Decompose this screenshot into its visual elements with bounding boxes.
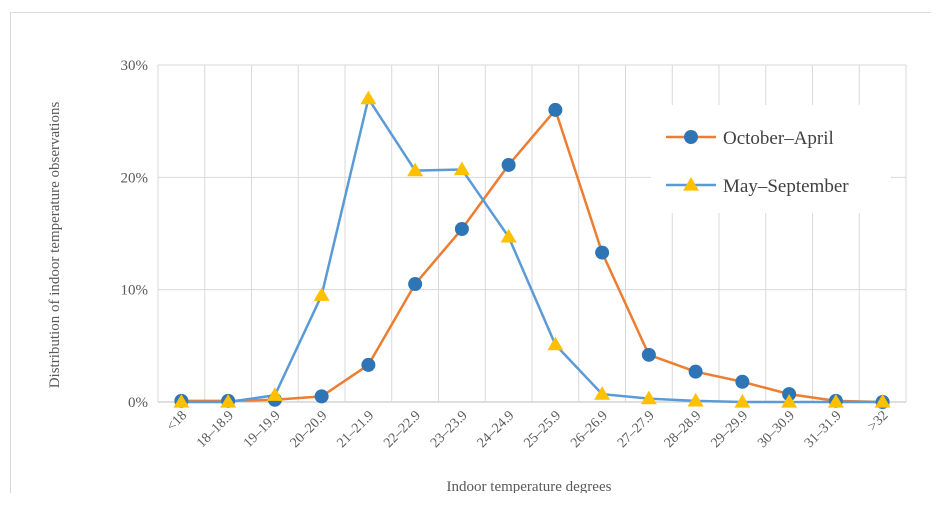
x-axis-title: Indoor temperature degrees xyxy=(447,479,612,493)
x-tick-label: 26–26.9 xyxy=(568,408,611,451)
data-point-s2 xyxy=(266,387,283,401)
x-tick-label: 24–24.9 xyxy=(475,408,518,451)
data-point-s2 xyxy=(313,287,330,301)
series-line-2 xyxy=(181,97,883,404)
legend-label: October–April xyxy=(723,128,834,149)
chart-frame: 0% 10% 20% 30% <18 18–18.9 19–19.9 20–20.9 21–2… xyxy=(10,12,931,493)
data-point-s1 xyxy=(548,102,563,117)
y-tick-label: 20% xyxy=(121,170,149,186)
data-point-s2 xyxy=(734,394,751,408)
x-tick-label: 22–22.9 xyxy=(381,408,424,451)
series-line-1 xyxy=(181,108,883,404)
data-point-s1 xyxy=(735,374,750,389)
data-point-s1 xyxy=(361,357,376,372)
data-point-s2 xyxy=(547,336,564,351)
data-point-s2 xyxy=(173,394,190,408)
line-chart: 0% 10% 20% 30% <18 18–18.9 19–19.9 20–20.9 21–2… xyxy=(47,58,907,493)
y-tick-label: 30% xyxy=(121,58,149,74)
data-point-s2 xyxy=(594,386,611,400)
x-tick-label: 27–27.9 xyxy=(615,408,658,451)
x-tick-label: 23–23.9 xyxy=(428,408,471,451)
data-point-s2 xyxy=(220,394,237,408)
legend-box xyxy=(651,105,891,213)
x-tick-label: 30–30.9 xyxy=(755,408,798,451)
data-point-s2 xyxy=(687,392,704,407)
data-point-s2 xyxy=(874,394,891,408)
x-tick-label: <18 xyxy=(164,408,190,434)
data-point-s1 xyxy=(314,389,329,404)
data-point-s1 xyxy=(595,245,610,260)
data-point-s1 xyxy=(501,157,516,172)
data-point-s1 xyxy=(688,364,703,379)
legend: October–April May–September xyxy=(651,105,891,213)
x-tick-label: 31–31.9 xyxy=(802,408,845,451)
y-tick-label: 0% xyxy=(128,395,148,411)
x-tick-label: 20–20.9 xyxy=(288,408,331,451)
data-point-s1 xyxy=(454,222,469,237)
data-point-s2 xyxy=(453,161,470,176)
x-tick-label: 21–21.9 xyxy=(334,408,377,451)
data-point-s1 xyxy=(408,277,423,292)
legend-marker xyxy=(684,130,698,144)
x-tick-label: >32 xyxy=(865,408,891,434)
data-point-s2 xyxy=(781,394,798,408)
x-tick-labels: <18 18–18.9 19–19.9 20–20.9 21–21.9 22–22.9 23… xyxy=(164,408,891,451)
x-tick-label: 19–19.9 xyxy=(241,408,284,451)
data-point-s2 xyxy=(500,228,517,243)
gridlines xyxy=(157,64,907,403)
y-tick-labels: 0% 10% 20% 30% xyxy=(121,58,149,411)
y-tick-label: 10% xyxy=(121,283,149,299)
data-point-s2 xyxy=(827,394,844,408)
x-tick-label: 25–25.9 xyxy=(521,408,564,451)
data-point-s1 xyxy=(641,347,656,362)
x-tick-label: 28–28.9 xyxy=(662,408,705,451)
x-tick-label: 18–18.9 xyxy=(194,408,237,451)
legend-label: May–September xyxy=(723,176,849,197)
legend-marker xyxy=(683,177,699,191)
series-layer xyxy=(173,90,891,409)
data-point-s2 xyxy=(360,90,377,105)
y-axis-title: Distribution of indoor temperature obser… xyxy=(47,102,63,389)
data-point-s2 xyxy=(407,162,424,177)
data-point-s2 xyxy=(640,390,657,405)
x-tick-label: 29–29.9 xyxy=(708,408,751,451)
